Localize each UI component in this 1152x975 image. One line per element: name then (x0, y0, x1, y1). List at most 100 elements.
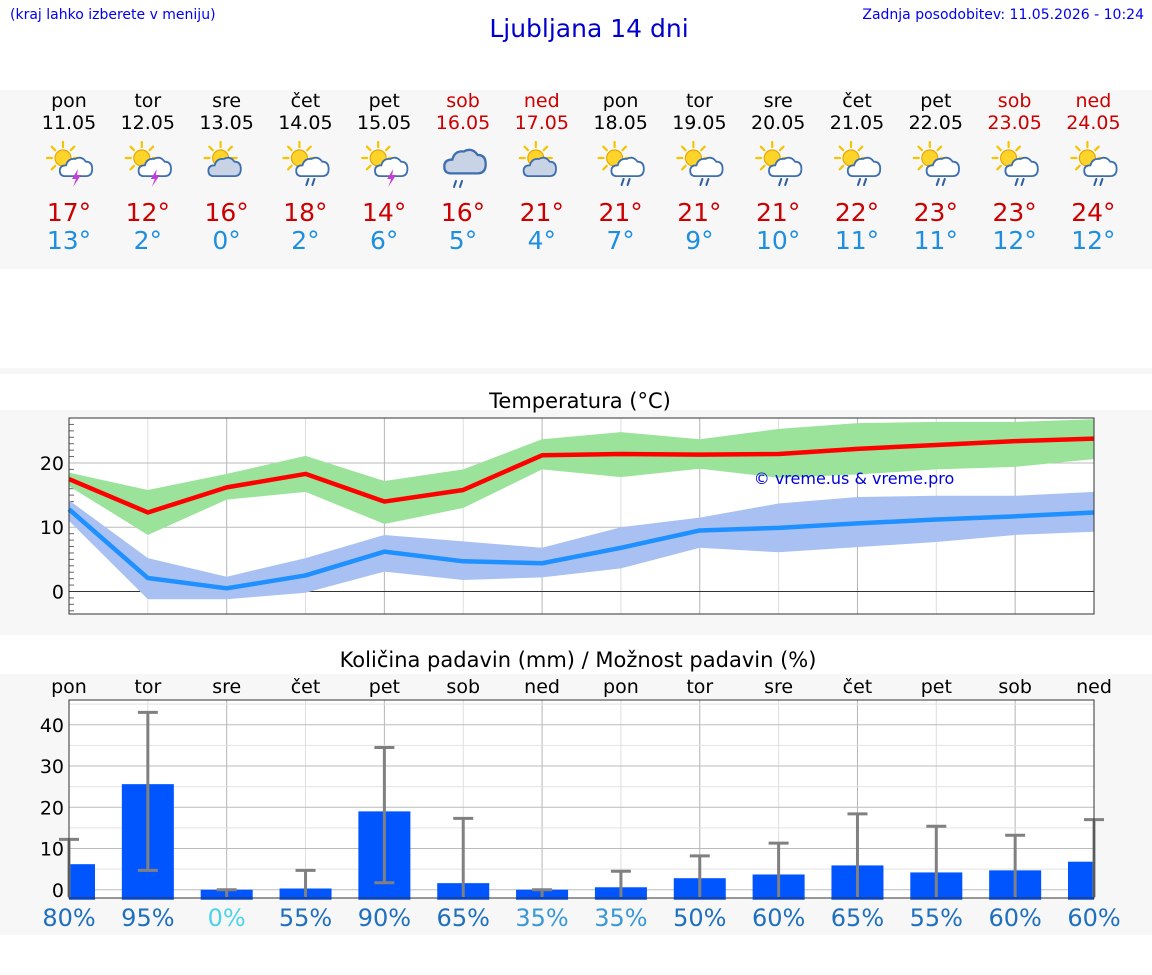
precipitation-day-label: sob (446, 676, 480, 698)
precipitation-probability: 95% (121, 904, 174, 932)
day-date: 22.05 (909, 112, 963, 134)
day-name: ned (1076, 90, 1112, 112)
sun-cloud-rain-icon (676, 140, 724, 186)
precipitation-day-label: pon (603, 676, 639, 698)
precipitation-probability: 55% (279, 904, 332, 932)
precipitation-day-label: tor (134, 676, 161, 698)
sun-cloud-rain-icon (991, 140, 1039, 186)
precipitation-day-label: sre (212, 676, 241, 698)
max-temperature: 12° (126, 198, 170, 227)
min-temperature: 13° (47, 226, 91, 255)
sun-cloud-thunder-icon (45, 140, 94, 187)
sun-cloud-icon (518, 140, 557, 178)
precipitation-probability: 60% (752, 904, 805, 932)
precipitation-y-tick-label: 30 (40, 756, 64, 778)
day-date: 24.05 (1066, 112, 1120, 134)
max-temperature: 21° (756, 198, 800, 227)
day-date: 17.05 (515, 112, 569, 134)
precipitation-plot-area (69, 700, 1094, 898)
min-temperature: 9° (685, 226, 713, 255)
min-temperature: 12° (992, 226, 1036, 255)
sun-cloud-icon (203, 140, 242, 178)
precipitation-chart-title: Količina padavin (mm) / Možnost padavin … (340, 648, 817, 672)
temperature-y-tick-label: 20 (40, 453, 64, 475)
day-name: tor (686, 90, 713, 112)
precipitation-day-label: tor (686, 676, 713, 698)
precipitation-probability: 50% (673, 904, 726, 932)
precipitation-probability: 80% (42, 904, 95, 932)
day-name: ned (524, 90, 560, 112)
max-temperature: 24° (1071, 198, 1115, 227)
page-title: Ljubljana 14 dni (489, 14, 689, 43)
cloud-rain-icon (443, 148, 487, 188)
precipitation-day-label: pet (369, 676, 400, 698)
max-temperature: 21° (677, 198, 721, 227)
min-temperature: 0° (212, 226, 240, 255)
day-date: 11.05 (42, 112, 96, 134)
precipitation-day-label: čet (291, 676, 321, 698)
temperature-plot-border (68, 417, 1095, 615)
min-temperature: 2° (134, 226, 162, 255)
precipitation-y-tick-label: 40 (40, 715, 64, 737)
precipitation-day-label: sob (998, 676, 1032, 698)
max-temperature: 14° (362, 198, 406, 227)
precipitation-y-tick-label: 10 (40, 839, 64, 861)
max-temperature: 23° (914, 198, 958, 227)
forecast-strip-background (0, 90, 1152, 269)
max-temperature: 16° (441, 198, 485, 227)
min-temperature: 6° (370, 226, 398, 255)
precipitation-day-label: ned (1076, 676, 1112, 698)
location-menu-note: (kraj lahko izberete v meniju) (10, 7, 216, 23)
sun-cloud-rain-icon (912, 140, 960, 186)
min-temperature: 11° (835, 226, 879, 255)
precipitation-probability: 60% (988, 904, 1041, 932)
min-temperature: 2° (291, 226, 319, 255)
precipitation-day-label: ned (524, 676, 560, 698)
sun-cloud-rain-icon (755, 140, 803, 186)
precipitation-probability: 0% (208, 904, 246, 932)
precipitation-day-label: sre (764, 676, 793, 698)
last-update-label: Zadnja posodobitev: 11.05.2026 - 10:24 (862, 7, 1144, 23)
min-temperature: 5° (449, 226, 477, 255)
min-temperature: 12° (1071, 226, 1115, 255)
min-temperature: 11° (914, 226, 958, 255)
day-name: sob (446, 90, 480, 112)
day-name: sob (998, 90, 1032, 112)
precipitation-probability: 65% (437, 904, 490, 932)
separator-band (0, 368, 1152, 374)
copyright-watermark: © vreme.us & vreme.pro (754, 469, 955, 488)
precipitation-day-label: pon (51, 676, 87, 698)
min-temperature-line (67, 507, 1095, 591)
precipitation-probability: 60% (1067, 904, 1120, 932)
day-name: pet (920, 90, 951, 112)
max-temperature: 22° (835, 198, 879, 227)
day-name: tor (134, 90, 161, 112)
precipitation-y-tick-label: 20 (40, 797, 64, 819)
day-date: 14.05 (278, 112, 332, 134)
sun-cloud-rain-icon (282, 140, 330, 186)
day-date: 12.05 (121, 112, 175, 134)
precipitation-day-label: čet (843, 676, 873, 698)
max-temperature: 16° (204, 198, 248, 227)
temperature-y-tick-label: 0 (52, 582, 64, 604)
precipitation-probability: 35% (594, 904, 647, 932)
precipitation-bar (69, 864, 95, 900)
day-name: sre (764, 90, 793, 112)
min-temperature: 4° (528, 226, 556, 255)
day-date: 21.05 (830, 112, 884, 134)
max-temperature: 18° (283, 198, 327, 227)
day-date: 16.05 (436, 112, 490, 134)
day-date: 18.05 (593, 112, 647, 134)
day-name: čet (842, 90, 872, 112)
max-temperature: 21° (520, 198, 564, 227)
day-name: pon (603, 90, 639, 112)
temperature-y-tick-label: 10 (40, 517, 64, 539)
day-date: 23.05 (987, 112, 1041, 134)
day-name: čet (291, 90, 321, 112)
max-temperature: 21° (598, 198, 642, 227)
day-name: pet (369, 90, 400, 112)
sun-cloud-rain-icon (597, 140, 645, 186)
day-name: sre (212, 90, 241, 112)
max-temperature: 23° (992, 198, 1036, 227)
